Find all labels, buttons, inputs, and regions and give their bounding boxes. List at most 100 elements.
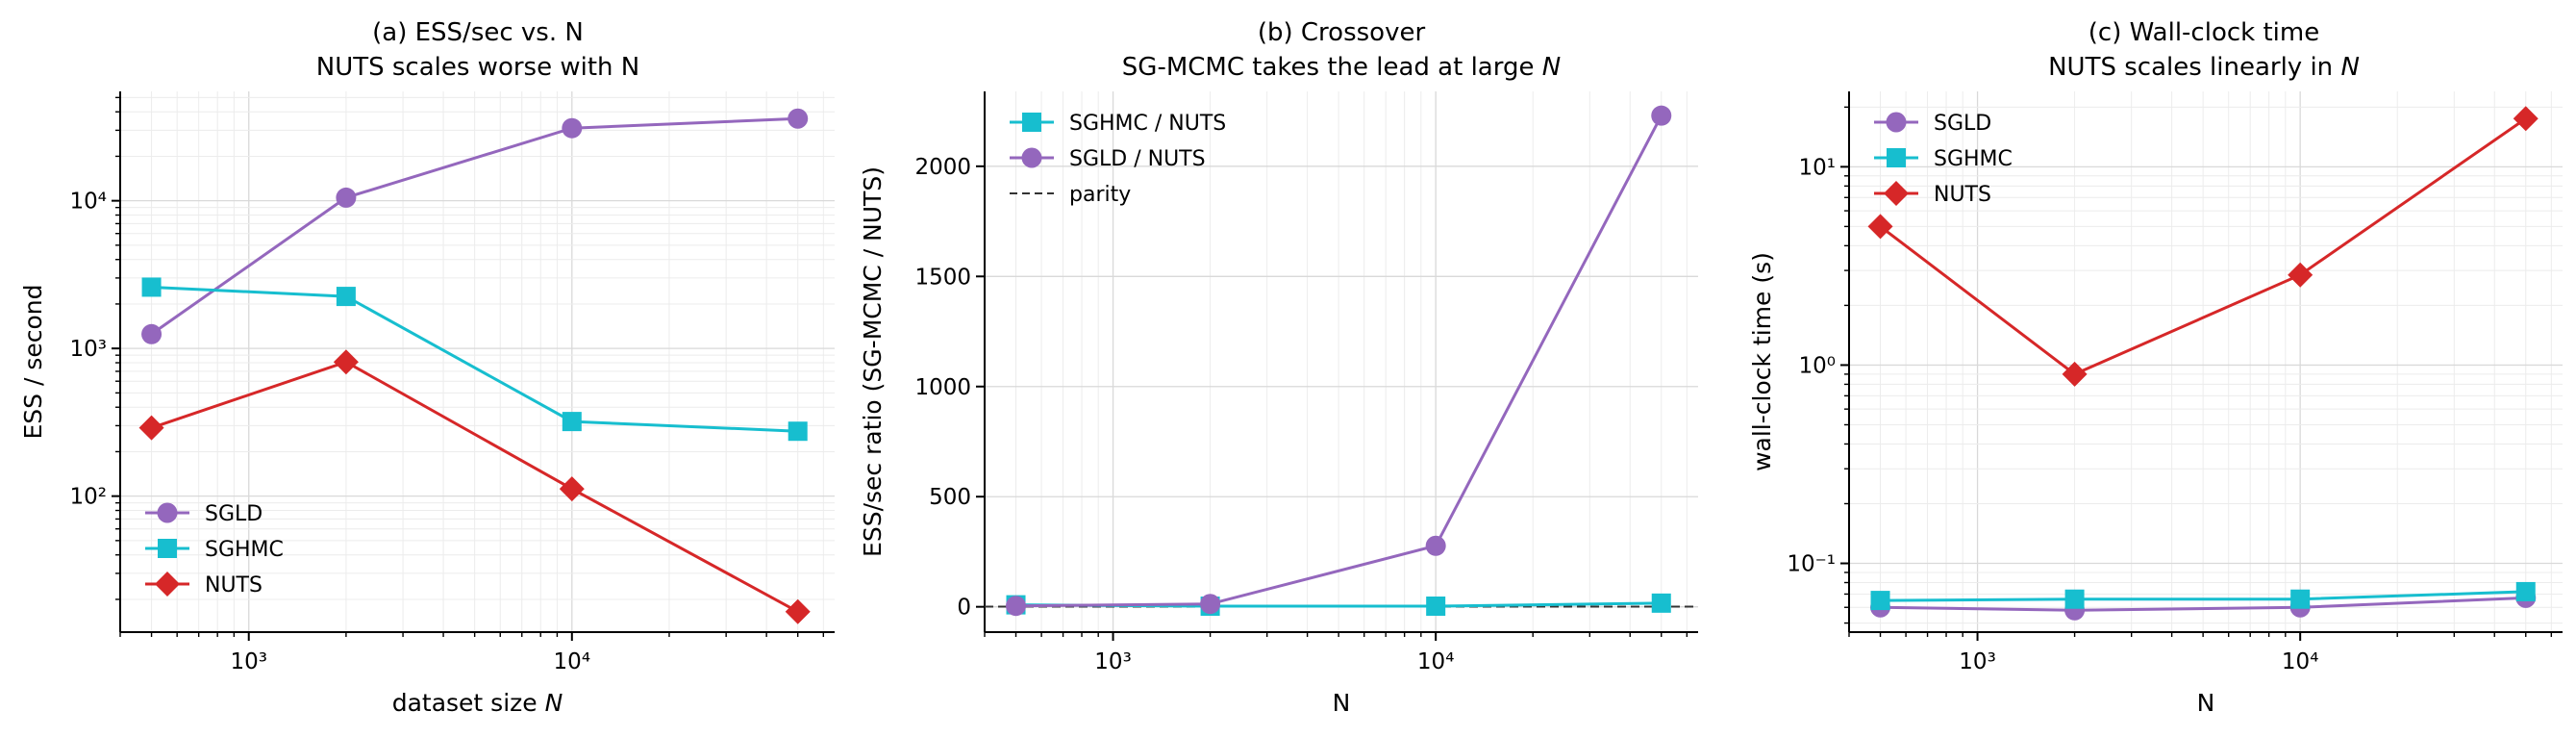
panel-c-legend-marker-sghmc xyxy=(1887,148,1906,167)
panel-c-ylabel: wall-clock time (s) xyxy=(1748,252,1776,471)
panel-b-ylabel: ESS/sec ratio (SG-MCMC / NUTS) xyxy=(859,166,887,557)
panel-b-series-sgld-nuts xyxy=(1006,105,1672,617)
panel-b-ytick-label: 1500 xyxy=(914,265,971,290)
panel-a-series-sgld xyxy=(141,108,809,344)
panel-b-point-sgld-nuts xyxy=(1006,596,1027,617)
panel-b-legend-marker-sgld-nuts xyxy=(1021,147,1042,168)
panel-a-title-line1: (a) ESS/sec vs. N xyxy=(372,18,584,47)
panel-b-grid xyxy=(984,91,1698,632)
panel-a-legend-item-nuts: NUTS xyxy=(145,572,263,597)
panel-b-legend-label-sghmc-nuts: SGHMC / NUTS xyxy=(1069,112,1226,136)
panel-a-point-nuts xyxy=(559,476,585,502)
panel-c-legend-item-sgld: SGLD xyxy=(1874,112,1991,136)
panel-b-point-sghmc-nuts xyxy=(1426,597,1446,617)
panel-c-ytick-label: 10¹ xyxy=(1799,155,1837,180)
panel-c-point-sghmc xyxy=(2064,589,2085,609)
panel-c-line-nuts xyxy=(1879,117,2527,376)
panel-a-line-sgld xyxy=(150,116,798,336)
panel-c-ytick-label: 10⁰ xyxy=(1799,353,1837,378)
panel-b-xlabel: N xyxy=(1333,689,1351,717)
panel-b-legend-label-parity: parity xyxy=(1069,183,1131,207)
panel-a-line-nuts xyxy=(151,360,799,614)
panel-a-title-line2: NUTS scales worse with N xyxy=(316,53,639,82)
panel-c-wall-clock: (c) Wall-clock time NUTS scales linearly… xyxy=(1748,18,2563,717)
panel-a-legend-label-sgld: SGLD xyxy=(205,502,263,526)
panel-c-point-nuts xyxy=(2288,262,2313,288)
panel-a-point-sgld xyxy=(788,108,809,129)
panel-a-point-nuts xyxy=(138,415,164,441)
panel-a-legend-marker-nuts xyxy=(155,572,180,597)
panel-c-legend: SGLD SGHMC NUTS xyxy=(1874,112,2013,207)
panel-a-grid xyxy=(119,91,835,632)
panel-c-ytick-label: 10⁻¹ xyxy=(1787,552,1836,577)
panel-c-grid xyxy=(1848,91,2563,632)
panel-c-legend-marker-nuts xyxy=(1884,181,1909,206)
panel-c-legend-item-sghmc: SGHMC xyxy=(1874,147,2013,171)
panel-a-ytick-label: 10³ xyxy=(70,337,108,362)
panel-a-ylabel: ESS / second xyxy=(19,284,47,439)
panel-b-title-line1: (b) Crossover xyxy=(1258,18,1426,47)
panel-c-series-nuts xyxy=(1867,106,2538,387)
panel-c-point-nuts xyxy=(1867,214,1893,240)
panel-c-legend-label-sgld: SGLD xyxy=(1934,112,1991,136)
panel-a-series-sghmc xyxy=(141,277,808,442)
panel-a-point-sgld xyxy=(336,187,357,208)
panel-b-crossover: (b) Crossover SG-MCMC takes the lead at … xyxy=(859,18,1698,717)
panel-a-point-sghmc xyxy=(141,277,162,297)
panel-b-ytick-label: 500 xyxy=(929,485,971,510)
panel-a-point-sghmc xyxy=(562,412,582,432)
panel-b-point-sgld-nuts xyxy=(1425,535,1446,556)
panel-b-xtick-label: 10⁴ xyxy=(1417,649,1455,674)
panel-a-xtick-label: 10³ xyxy=(230,649,267,674)
panel-a-point-sgld xyxy=(562,117,583,139)
panel-a-legend: SGLD SGHMC NUTS xyxy=(145,502,284,597)
panel-b-legend-marker-sghmc-nuts xyxy=(1022,113,1041,132)
panel-c-line-sghmc xyxy=(1880,590,2526,602)
panel-b-ytick-label: 1000 xyxy=(914,375,971,400)
panel-b-ytick-label: 2000 xyxy=(914,155,971,180)
panel-b-axes: 10³ 10⁴ 0 500 1000 1500 2000 N ESS/sec ratio (SG… xyxy=(859,91,1698,717)
panel-c-point-sghmc xyxy=(1870,591,1890,611)
panel-b-point-sgld-nuts xyxy=(1200,594,1221,615)
panel-a-legend-item-sgld: SGLD xyxy=(145,502,263,526)
panel-b-legend-item-parity: parity xyxy=(1010,183,1131,207)
panel-a-point-sghmc xyxy=(336,287,356,307)
panel-b-xtick-label: 10³ xyxy=(1094,649,1132,674)
panel-a-point-nuts xyxy=(333,349,359,375)
panel-a-ytick-label: 10⁴ xyxy=(70,190,108,215)
panel-c-legend-marker-sgld xyxy=(1886,112,1907,133)
panel-a-legend-label-sghmc: SGHMC xyxy=(205,538,284,562)
panel-c-line-sgld xyxy=(1880,596,2526,612)
panel-c-legend-label-nuts: NUTS xyxy=(1934,183,1991,207)
panel-a-legend-label-nuts: NUTS xyxy=(205,573,263,597)
panel-a-line-sghmc xyxy=(151,285,798,433)
panel-c-title-line1: (c) Wall-clock time xyxy=(2088,18,2319,47)
panel-b-point-sghmc-nuts xyxy=(1651,593,1671,613)
panel-c-series-sghmc xyxy=(1870,581,2536,611)
panel-a-ess-per-sec: (a) ESS/sec vs. N NUTS scales worse with… xyxy=(19,18,835,717)
panel-a-xtick-label: 10⁴ xyxy=(554,649,591,674)
panel-c-point-sghmc xyxy=(2515,581,2536,601)
panel-a-point-sghmc xyxy=(788,421,808,442)
panel-b-title-line2: SG-MCMC takes the lead at large N xyxy=(1122,53,1561,82)
panel-b-legend-item-sghmc-nuts: SGHMC / NUTS xyxy=(1010,112,1226,136)
panel-c-title-line2: NUTS scales linearly in N xyxy=(2048,53,2360,82)
panel-a-axes: 10³ 10⁴ 10² 10³ 10⁴ dataset size N ESS / secon… xyxy=(19,91,835,717)
panel-a-xlabel: dataset size N xyxy=(392,689,563,717)
panel-b-point-sgld-nuts xyxy=(1651,105,1672,126)
panel-a-series-nuts xyxy=(138,349,811,624)
panel-c-point-nuts xyxy=(2513,106,2538,132)
panel-a-point-sgld xyxy=(141,323,163,344)
panel-c-xtick-label: 10³ xyxy=(1959,649,1996,674)
panel-c-legend-item-nuts: NUTS xyxy=(1874,181,1991,207)
panel-c-point-sghmc xyxy=(2290,589,2311,609)
panel-c-xlabel: N xyxy=(2197,689,2215,717)
panel-a-legend-marker-sghmc xyxy=(158,539,177,558)
panel-b-line-sgld-nuts xyxy=(1015,114,1663,608)
panel-b-legend-label-sgld-nuts: SGLD / NUTS xyxy=(1069,147,1206,171)
panel-c-xtick-label: 10⁴ xyxy=(2282,649,2319,674)
panel-b-ytick-label: 0 xyxy=(957,596,971,621)
panel-a-legend-marker-sgld xyxy=(157,502,178,523)
panel-c-legend-label-sghmc: SGHMC xyxy=(1934,147,2013,171)
